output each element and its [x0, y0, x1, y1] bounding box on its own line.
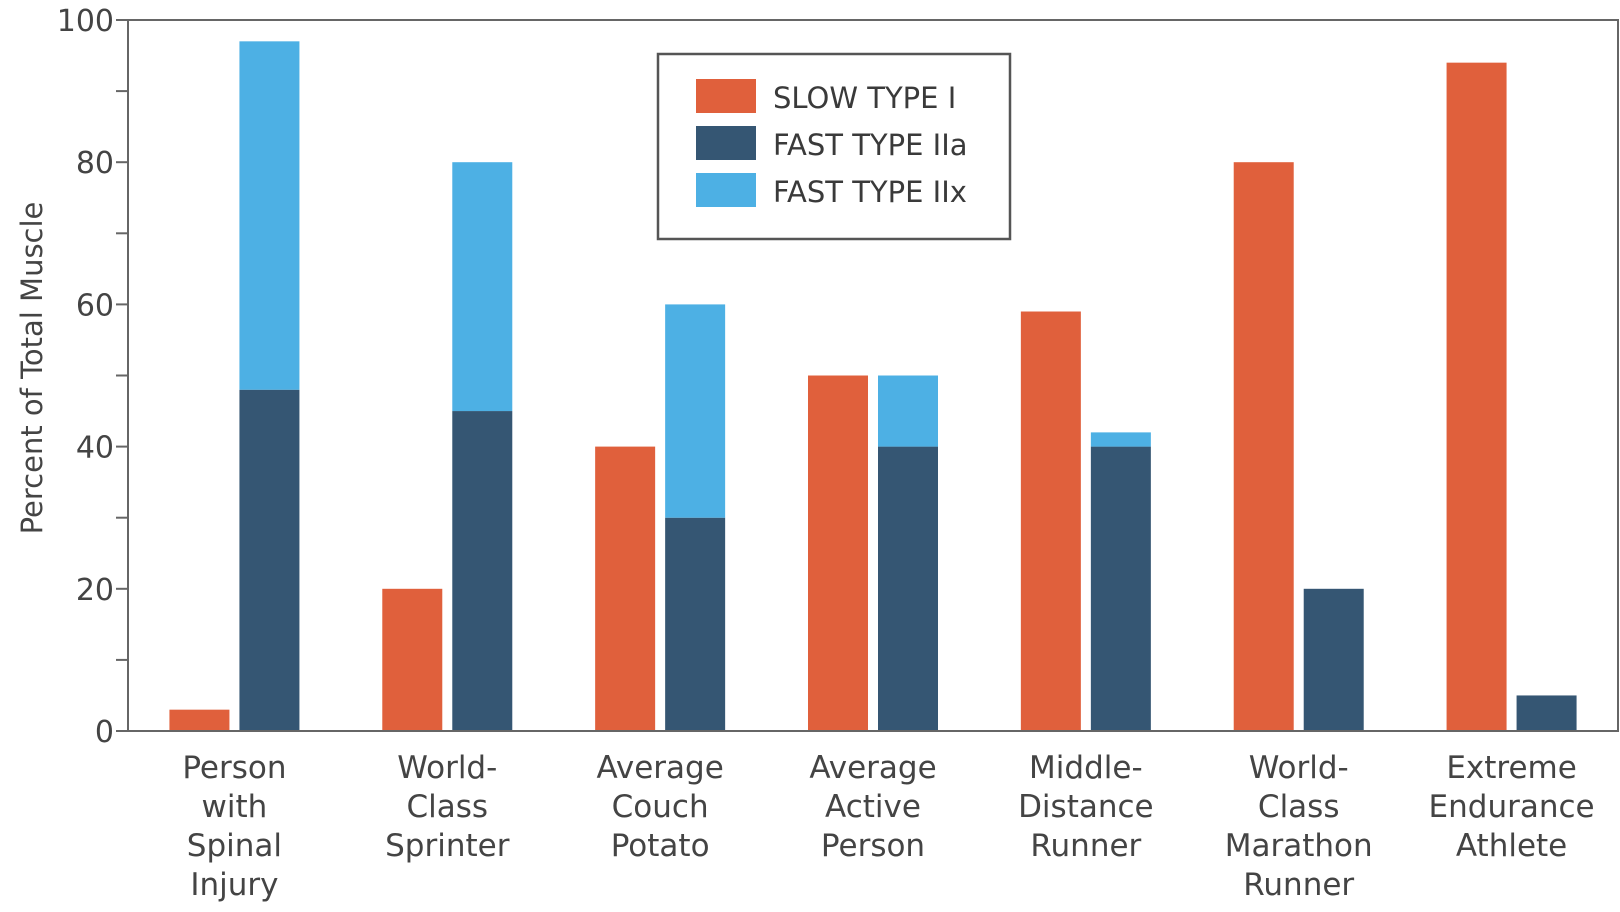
bar-slow-type-i [1446, 62, 1507, 732]
category-label: Average Active Person [809, 750, 936, 864]
category-label-line: Person [182, 750, 286, 786]
category-label-line: Runner [1030, 828, 1141, 864]
legend-swatch [696, 79, 756, 113]
legend-swatch [696, 126, 756, 160]
bar-fast-type-iia [665, 517, 726, 731]
y-tick-label: 80 [76, 146, 114, 181]
bar-fast-type-iix [1090, 432, 1151, 447]
y-tick-label: 100 [57, 4, 114, 39]
y-tick-label: 20 [76, 573, 114, 608]
bar-slow-type-i [1233, 162, 1294, 731]
y-tick-label: 60 [76, 288, 114, 323]
bar-slow-type-i [808, 375, 868, 731]
category-label: Average Couch Potato [596, 750, 723, 864]
legend-label: FAST TYPE IIa [773, 128, 968, 162]
legend: SLOW TYPE I FAST TYPE IIa FAST TYPE IIx [656, 52, 1012, 241]
y-tick-label: 0 [95, 715, 114, 750]
legend-label: SLOW TYPE I [773, 81, 956, 115]
category-label-line: Sprinter [385, 828, 510, 864]
category-label-line: Average [809, 750, 936, 786]
category-label-line: Person [821, 828, 925, 864]
category-label-line: Athlete [1456, 828, 1567, 864]
bar-slow-type-i [595, 446, 656, 731]
category-label-line: Endurance [1429, 789, 1595, 825]
legend-swatch [696, 173, 756, 207]
bar-fast-type-iix [665, 304, 726, 518]
category-label-line: Average [596, 750, 723, 786]
category-label-line: Distance [1018, 789, 1154, 825]
category-label-line: World- [397, 750, 497, 786]
legend-label: FAST TYPE IIx [773, 175, 967, 209]
bar-fast-type-iix [878, 375, 938, 447]
category-label: Extreme Endurance Athlete [1429, 750, 1595, 864]
bars [169, 41, 1577, 732]
category-label-line: Marathon [1225, 828, 1373, 864]
bar-slow-type-i [1020, 311, 1081, 731]
y-axis-title: Percent of Total Muscle [15, 202, 49, 535]
category-label: World-Class Sprinter [385, 750, 510, 864]
bar-fast-type-iix [452, 162, 513, 412]
category-label-line: Middle- [1029, 750, 1143, 786]
category-label-line: World- [1249, 750, 1349, 786]
category-label-line: Couch [612, 789, 709, 825]
category-label-line: Class [1258, 789, 1340, 825]
category-label-line: Runner [1243, 867, 1354, 903]
bar-slow-type-i [382, 588, 443, 731]
category-label: Person with Spinal Injury [182, 750, 286, 903]
y-tick-label: 40 [76, 431, 114, 466]
bar-slow-type-i [169, 709, 230, 731]
axes: 0 20 40 60 80 100 [57, 4, 1619, 750]
category-label-line: Injury [190, 867, 278, 903]
category-label-line: Active [825, 789, 921, 825]
category-label-line: Potato [611, 828, 710, 864]
category-label-line: with [202, 789, 268, 825]
bar-fast-type-iia [452, 411, 513, 731]
category-label: World-Class Marathon Runner [1225, 750, 1373, 903]
category-label-line: Extreme [1446, 750, 1577, 786]
bar-fast-type-iix [239, 41, 300, 390]
category-label: Middle-Distance Runner [1018, 750, 1154, 864]
category-label-line: Class [407, 789, 489, 825]
category-label-line: Spinal [187, 828, 282, 864]
bar-fast-type-iia [878, 446, 938, 731]
bar-fast-type-iia [239, 389, 300, 731]
bar-fast-type-iia [1090, 446, 1151, 731]
bar-fast-type-iia [1516, 695, 1577, 731]
bar-fast-type-iia [1303, 588, 1364, 731]
